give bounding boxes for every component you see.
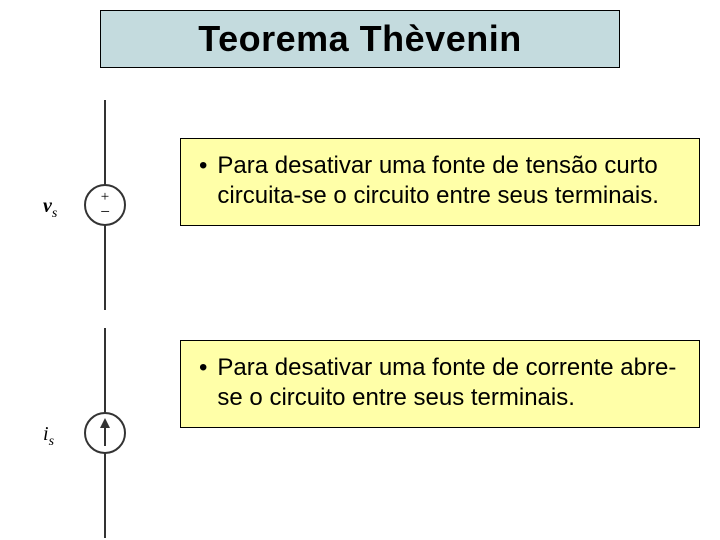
bullet-text-voltage: Para desativar uma fonte de tensão curto… [217, 151, 681, 211]
voltage-source-label: vs [43, 195, 57, 222]
voltage-source-diagram: + − vs [15, 100, 155, 310]
bullet-text-current: Para desativar uma fonte de corrente abr… [217, 353, 681, 413]
bullet-box-voltage: • Para desativar uma fonte de tensão cur… [180, 138, 700, 226]
voltage-source-svg: + − [15, 100, 155, 310]
current-source-label: is [43, 423, 54, 450]
bullet-marker: • [199, 151, 207, 211]
title-box: Teorema Thèvenin [100, 10, 620, 68]
slide-title: Teorema Thèvenin [198, 18, 521, 60]
bullet-box-current: • Para desativar uma fonte de corrente a… [180, 340, 700, 428]
minus-sign: − [100, 202, 110, 221]
vs-label-sub: s [52, 206, 57, 221]
bullet-marker: • [199, 353, 207, 413]
is-label-sub: s [49, 434, 54, 449]
arrow-head [100, 418, 110, 428]
current-source-diagram: is [15, 328, 155, 538]
current-source-svg [15, 328, 155, 538]
vs-label-main: v [43, 195, 52, 217]
